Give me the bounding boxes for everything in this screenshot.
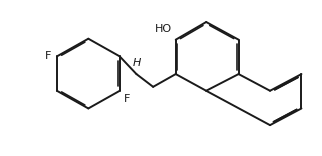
Text: F: F bbox=[45, 51, 51, 61]
Text: H: H bbox=[132, 58, 141, 68]
Text: F: F bbox=[124, 94, 130, 104]
Text: HO: HO bbox=[155, 24, 172, 34]
